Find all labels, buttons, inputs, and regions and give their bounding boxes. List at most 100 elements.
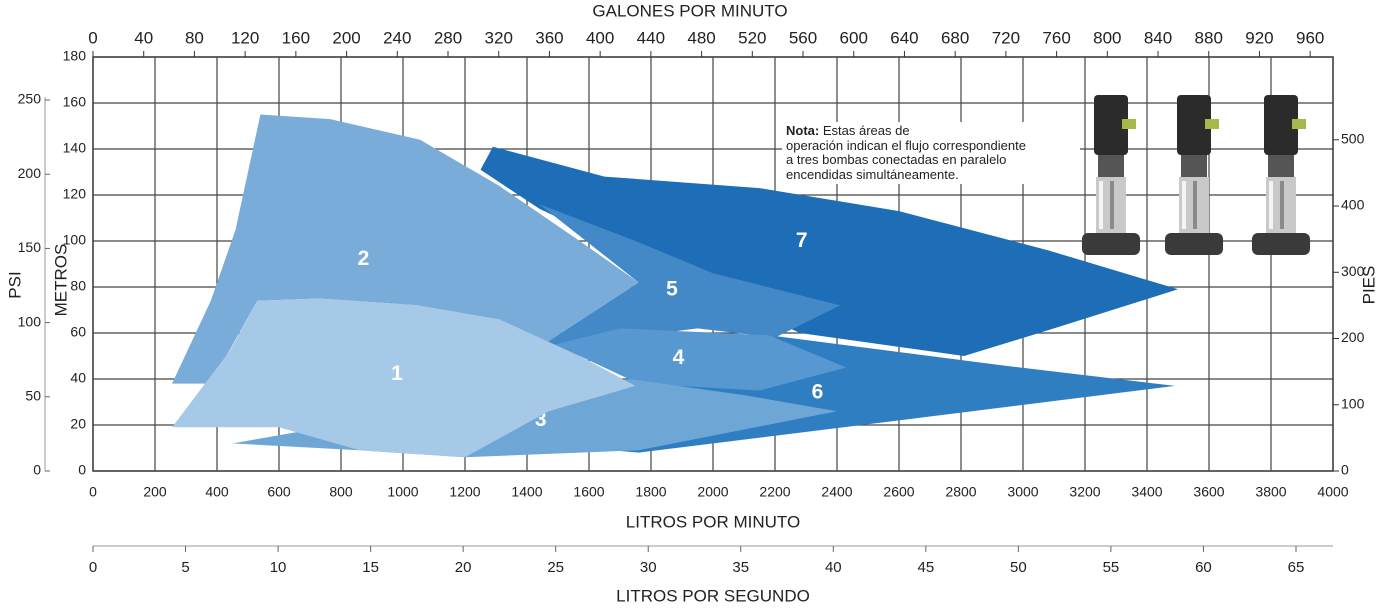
x2-tick-label: 720 (992, 28, 1020, 47)
x2-tick-label: 760 (1042, 28, 1070, 47)
x3-tick-label: 15 (362, 559, 379, 576)
area-label: 2 (358, 247, 370, 270)
x2-tick-label: 240 (383, 28, 411, 47)
x2-tick-label: 800 (1093, 28, 1121, 47)
x-tick-label: 1200 (449, 484, 480, 500)
x3-tick-label: 20 (455, 559, 472, 576)
x-tick-label: 2400 (821, 484, 852, 500)
y-tick-label: 20 (70, 416, 86, 432)
x-tick-label: 1000 (387, 484, 418, 500)
x3-tick-label: 45 (917, 559, 934, 576)
x-tick-label: 400 (205, 484, 229, 500)
x2-tick-label: 440 (637, 28, 665, 47)
x-tick-label: 2800 (945, 484, 976, 500)
x-tick-label: 0 (89, 484, 97, 500)
x3-tick-label: 55 (1103, 559, 1120, 576)
y3-tick-label: 200 (18, 165, 42, 181)
area-label: 3 (535, 408, 547, 431)
x3-tick-label: 0 (89, 559, 97, 576)
area-label: 5 (666, 278, 678, 301)
y-tick-label: 40 (70, 370, 86, 386)
x2-tick-label: 840 (1144, 28, 1172, 47)
y-tick-label: 160 (63, 94, 87, 110)
x-tick-label: 3000 (1007, 484, 1038, 500)
x3-tick-label: 50 (1010, 559, 1027, 576)
x-tick-label: 2000 (697, 484, 728, 500)
x-tick-label: 1400 (511, 484, 542, 500)
note: Nota: Estas áreas de operación indican el… (782, 122, 1080, 184)
area-label: 7 (796, 229, 808, 252)
x3-axis-title: LITROS POR SEGUNDO (616, 586, 810, 605)
operating-area (172, 298, 636, 458)
y2-tick-label: 100 (1341, 395, 1365, 411)
note-label: Nota: (786, 123, 820, 138)
x2-tick-label: 160 (282, 28, 310, 47)
x2-tick-label: 920 (1245, 28, 1273, 47)
x2-tick-label: 960 (1296, 28, 1324, 47)
x-tick-label: 4000 (1317, 484, 1348, 500)
x2-tick-label: 480 (687, 28, 715, 47)
x-tick-label: 3800 (1255, 484, 1286, 500)
note-line: Estas áreas de (822, 123, 910, 138)
operating-area (480, 146, 1178, 356)
x3-tick-label: 35 (732, 559, 749, 576)
x-tick-label: 3200 (1069, 484, 1100, 500)
pump (1252, 95, 1310, 255)
x3-tick-label: 30 (640, 559, 657, 576)
y2-tick-label: 200 (1341, 329, 1365, 345)
x2-tick-label: 360 (535, 28, 563, 47)
x2-tick-label: 400 (586, 28, 614, 47)
operating-area (536, 204, 841, 350)
y2-tick-label: 300 (1341, 263, 1365, 279)
x2-tick-label: 200 (332, 28, 360, 47)
x3-tick-label: 60 (1195, 559, 1212, 576)
x-tick-label: 1800 (635, 484, 666, 500)
x2-tick-label: 560 (789, 28, 817, 47)
x-tick-label: 600 (267, 484, 291, 500)
x-tick-label: 200 (143, 484, 167, 500)
x3-tick-label: 65 (1288, 559, 1305, 576)
x2-tick-label: 680 (941, 28, 969, 47)
y-tick-label: 60 (70, 324, 86, 340)
note-line: operación indican el flujo correspondien… (786, 137, 1026, 153)
x-axis-title: LITROS POR MINUTO (626, 512, 800, 531)
x2-tick-label: 600 (840, 28, 868, 47)
operating-area (172, 114, 639, 384)
pump (1082, 95, 1140, 255)
x3-tick-label: 5 (181, 559, 189, 576)
y3-tick-label: 250 (18, 91, 42, 107)
y-tick-label: 180 (63, 48, 87, 64)
area-label: 6 (812, 380, 824, 403)
areas: 7 6 5 4 3 2 1 (172, 114, 1178, 458)
y-tick-label: 0 (78, 462, 86, 478)
x2-tick-label: 520 (738, 28, 766, 47)
y3-axis-title: PSI (5, 271, 24, 298)
y3-tick-label: 150 (18, 239, 42, 255)
x3-tick-label: 25 (547, 559, 564, 576)
x3-tick-label: 10 (270, 559, 287, 576)
y-tick-label: 140 (63, 140, 87, 156)
x2-tick-label: 40 (134, 28, 153, 47)
x2-tick-label: 640 (890, 28, 918, 47)
x3-tick-label: 40 (825, 559, 842, 576)
x-tick-label: 1600 (573, 484, 604, 500)
x-tick-label: 2600 (883, 484, 914, 500)
x-tick-label: 3600 (1193, 484, 1224, 500)
y2-tick-label: 500 (1341, 131, 1365, 147)
x-tick-label: 2200 (759, 484, 790, 500)
x2-tick-label: 880 (1195, 28, 1223, 47)
area-label: 4 (673, 346, 685, 369)
y-tick-label: 120 (63, 186, 87, 202)
x2-tick-label: 320 (485, 28, 513, 47)
y-tick-label: 80 (70, 278, 86, 294)
y-tick-label: 100 (63, 232, 87, 248)
y2-tick-label: 0 (1341, 462, 1349, 478)
pump (1165, 95, 1223, 255)
note-line: a tres bombas conectadas en paralelo (786, 152, 1007, 167)
x2-tick-label: 120 (231, 28, 259, 47)
x2-tick-label: 280 (434, 28, 462, 47)
x-tick-label: 800 (329, 484, 353, 500)
y3-tick-label: 50 (25, 388, 41, 404)
